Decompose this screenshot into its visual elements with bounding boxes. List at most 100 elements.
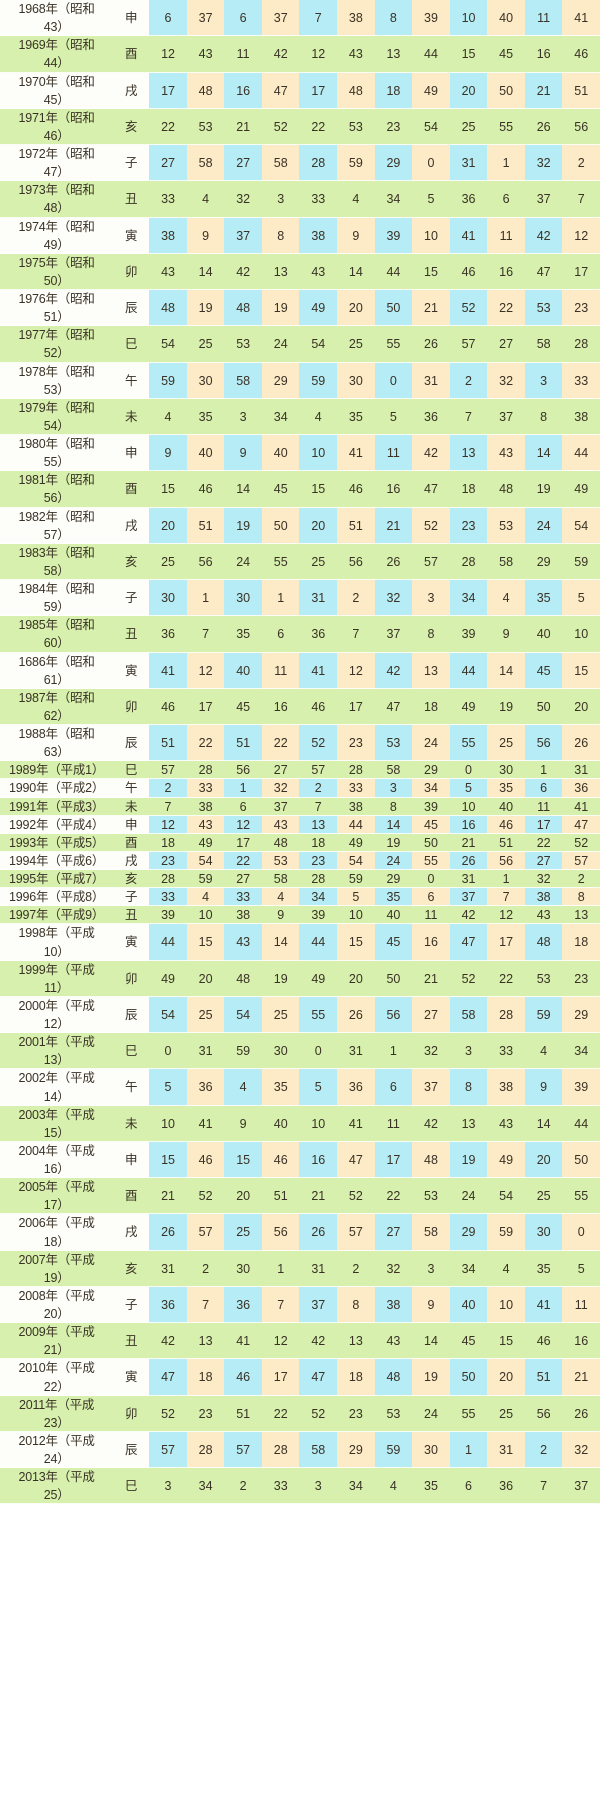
number-cell: 27 <box>224 145 262 182</box>
table-row: 1985年（昭和 60）丑 36 7 35 6 36 7 37 8 39 9 40 10 <box>0 616 600 653</box>
number-cell: 24 <box>261 326 300 363</box>
number-cell: 25 <box>524 1178 563 1215</box>
year-label-line: 1972年（昭和 <box>18 147 95 161</box>
number-cell: 57 <box>299 761 338 780</box>
number-cell: 37 <box>261 0 300 37</box>
number-cell: 51 <box>224 1395 262 1432</box>
number-cell: 43 <box>487 1105 525 1142</box>
number-cell: 2 <box>524 1431 563 1469</box>
number-cell: 30 <box>186 362 225 399</box>
year-label: 2009年（平成 21） <box>0 1323 114 1360</box>
number-cell: 43 <box>224 924 262 961</box>
number-cell: 19 <box>261 290 300 327</box>
number-cell: 41 <box>562 797 600 816</box>
year-label-line: 14） <box>43 1089 70 1104</box>
zodiac-sign: 卯 <box>113 960 150 997</box>
number-cell: 51 <box>224 725 262 762</box>
number-cell: 26 <box>562 1395 600 1432</box>
number-cell: 35 <box>412 1468 450 1505</box>
number-cell: 48 <box>374 1359 413 1396</box>
number-cell: 11 <box>487 217 525 254</box>
zodiac-sign: 丑 <box>113 181 150 218</box>
number-cell: 25 <box>186 996 225 1034</box>
number-cell: 7 <box>562 181 600 218</box>
zodiac-sign: 申 <box>113 435 150 472</box>
number-cell: 15 <box>337 924 375 961</box>
number-cell: 25 <box>299 543 338 580</box>
year-label-line: 17） <box>43 1198 70 1213</box>
number-cell: 3 <box>299 1468 338 1505</box>
number-cell: 6 <box>412 888 450 907</box>
number-cell: 0 <box>374 362 413 399</box>
year-label-line: 51） <box>43 310 70 325</box>
number-cell: 26 <box>299 1214 338 1251</box>
year-label: 1979年（昭和 54） <box>0 398 114 435</box>
number-cell: 13 <box>562 906 600 925</box>
number-cell: 13 <box>412 652 450 689</box>
number-cell: 22 <box>261 1395 300 1432</box>
number-cell: 42 <box>412 1105 450 1142</box>
table-row: 1971年（昭和 46）亥 22 53 21 52 22 53 23 54 25 55 26 56 <box>0 108 600 145</box>
number-cell: 52 <box>299 725 338 762</box>
number-cell: 12 <box>337 652 375 689</box>
table-row: 2005年（平成 17）酉 21 52 20 51 21 52 22 53 24 54 25 55 <box>0 1178 600 1215</box>
number-cell: 15 <box>224 1141 262 1179</box>
number-cell: 1 <box>449 1431 488 1469</box>
number-cell: 9 <box>224 1105 262 1142</box>
year-label: 2007年（平成 19） <box>0 1250 114 1287</box>
number-cell: 33 <box>299 181 338 218</box>
number-cell: 33 <box>261 1468 300 1505</box>
number-cell: 25 <box>487 725 525 762</box>
number-cell: 57 <box>149 1431 187 1469</box>
number-cell: 51 <box>562 72 600 109</box>
number-cell: 1 <box>261 580 300 617</box>
number-cell: 41 <box>224 1323 262 1360</box>
number-cell: 40 <box>261 1105 300 1142</box>
number-cell: 7 <box>186 1286 225 1324</box>
number-cell: 0 <box>562 1214 600 1251</box>
number-cell: 32 <box>261 779 300 798</box>
number-cell: 11 <box>412 906 450 925</box>
year-label: 1990年（平成2） <box>0 779 114 798</box>
number-cell: 47 <box>524 253 563 290</box>
number-cell: 44 <box>562 1105 600 1142</box>
number-cell: 44 <box>449 652 488 689</box>
year-label-line: 1988年（昭和 <box>18 727 95 741</box>
year-label: 2000年（平成 12） <box>0 996 114 1034</box>
number-cell: 30 <box>261 1033 300 1070</box>
number-cell: 5 <box>149 1069 187 1106</box>
number-cell: 34 <box>562 1033 600 1070</box>
year-label-line: 57） <box>43 527 70 542</box>
number-cell: 16 <box>374 471 413 508</box>
number-cell: 19 <box>186 290 225 327</box>
number-cell: 51 <box>524 1359 563 1396</box>
number-cell: 46 <box>299 688 338 725</box>
table-row: 2009年（平成 21）丑 42 13 41 12 42 13 43 14 45 15 46 16 <box>0 1323 600 1360</box>
table-row: 1975年（昭和 50）卯 43 14 42 13 43 14 44 15 46 16 47 17 <box>0 253 600 290</box>
year-label: 1973年（昭和 48） <box>0 181 114 218</box>
year-label-line: 24） <box>43 1452 70 1466</box>
year-label: 1988年（昭和 63） <box>0 725 114 762</box>
number-cell: 24 <box>412 1395 450 1432</box>
year-label: 1974年（昭和 49） <box>0 217 114 254</box>
number-cell: 28 <box>562 326 600 363</box>
table-row: 1991年（平成3）未 7 38 6 37 7 38 8 39 10 40 11 41 <box>0 797 600 816</box>
number-cell: 45 <box>524 652 563 689</box>
number-cell: 29 <box>337 1431 375 1469</box>
year-label-line: 1980年（昭和 <box>18 437 95 451</box>
year-label-line: 1970年（昭和 <box>18 74 95 89</box>
year-label-line: 2003年（平成 <box>18 1107 95 1122</box>
number-cell: 8 <box>449 1069 488 1106</box>
year-label: 1978年（昭和 53） <box>0 362 114 399</box>
year-label-line: 54） <box>43 418 70 433</box>
number-cell: 5 <box>449 779 488 798</box>
year-label-line: 11） <box>44 980 70 995</box>
number-cell: 32 <box>562 1431 600 1469</box>
number-cell: 7 <box>337 616 375 653</box>
number-cell: 12 <box>299 36 338 73</box>
number-cell: 48 <box>186 72 225 109</box>
year-label: 1975年（昭和 50） <box>0 253 114 290</box>
number-cell: 38 <box>524 888 563 907</box>
number-cell: 40 <box>224 652 262 689</box>
number-cell: 53 <box>412 1178 450 1215</box>
